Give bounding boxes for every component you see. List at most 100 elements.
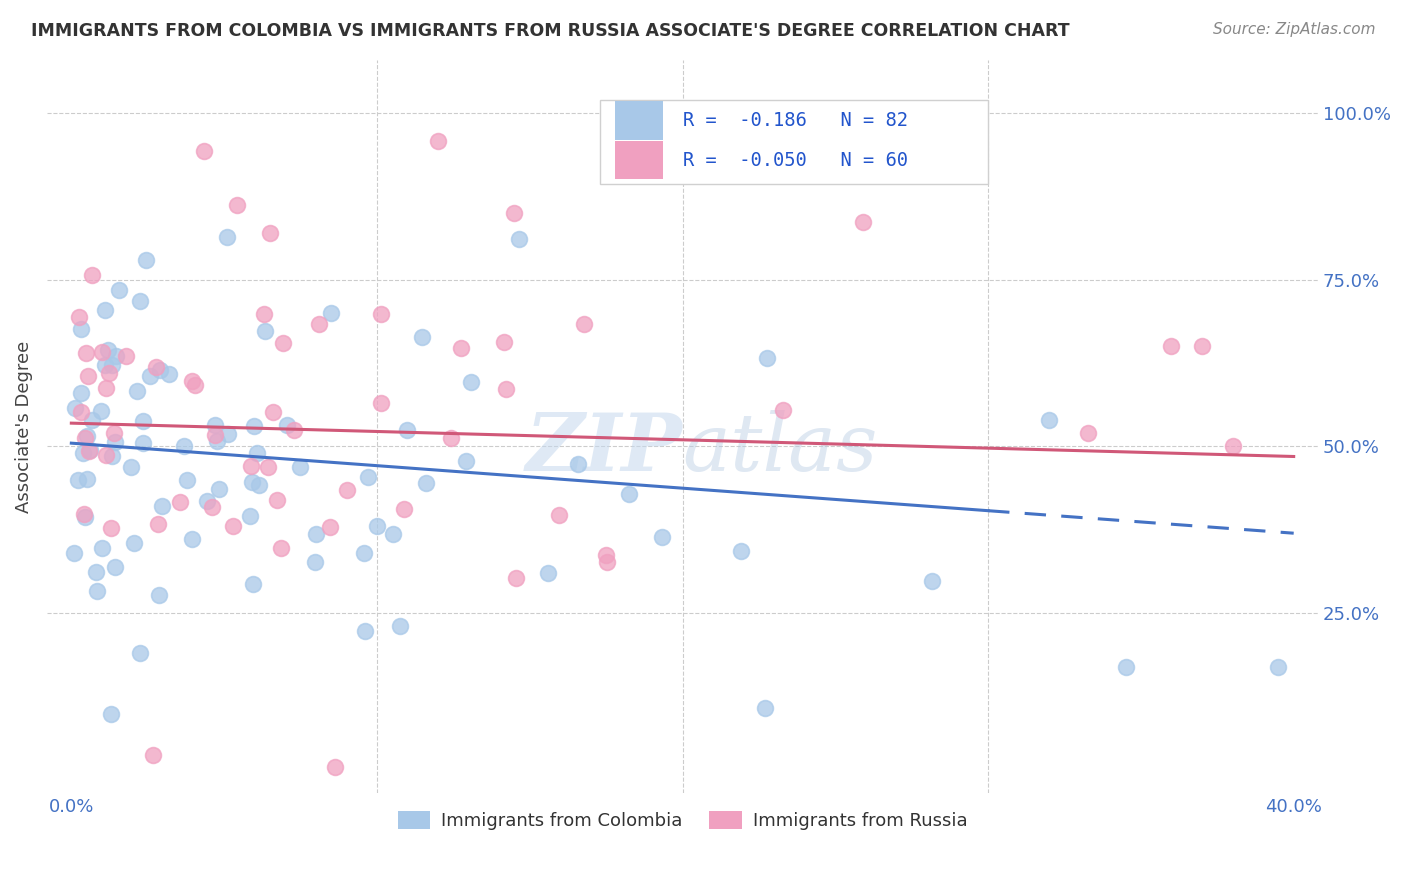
Point xyxy=(357,469,380,483)
Point xyxy=(270,541,292,555)
Point xyxy=(146,517,169,532)
Point xyxy=(262,405,284,419)
Point xyxy=(1038,413,1060,427)
Point xyxy=(392,501,415,516)
Point xyxy=(70,404,93,418)
Point xyxy=(495,382,517,396)
Point xyxy=(100,520,122,534)
Point xyxy=(69,386,91,401)
Point xyxy=(921,574,943,589)
Point xyxy=(290,459,312,474)
Point xyxy=(122,536,145,550)
Point xyxy=(1191,339,1213,353)
Point xyxy=(181,374,204,388)
Point xyxy=(370,396,392,410)
Point xyxy=(503,206,526,220)
Point xyxy=(222,518,245,533)
Point xyxy=(183,378,205,392)
Point xyxy=(204,428,226,442)
Point xyxy=(456,453,478,467)
Point xyxy=(169,495,191,509)
Point xyxy=(574,317,596,331)
Point xyxy=(193,144,215,158)
Point xyxy=(120,459,142,474)
Point xyxy=(218,426,240,441)
Point xyxy=(107,283,129,297)
Point xyxy=(353,546,375,560)
Point xyxy=(90,541,112,555)
Point xyxy=(65,401,87,415)
Point xyxy=(69,322,91,336)
Point xyxy=(104,434,127,449)
Point xyxy=(125,384,148,399)
Point xyxy=(730,544,752,558)
Point xyxy=(82,268,104,283)
Text: IMMIGRANTS FROM COLOMBIA VS IMMIGRANTS FROM RUSSIA ASSOCIATE'S DEGREE CORRELATIO: IMMIGRANTS FROM COLOMBIA VS IMMIGRANTS F… xyxy=(31,22,1070,40)
Point xyxy=(319,306,342,320)
Point xyxy=(76,345,98,359)
Point xyxy=(135,253,157,268)
Point xyxy=(67,473,90,487)
Point xyxy=(567,457,589,471)
Point xyxy=(148,363,170,377)
Point xyxy=(259,226,281,240)
Point xyxy=(239,508,262,523)
Point xyxy=(114,349,136,363)
Text: atlas: atlas xyxy=(682,409,877,487)
Point xyxy=(318,520,340,534)
FancyBboxPatch shape xyxy=(600,100,987,185)
Point xyxy=(548,508,571,522)
Point xyxy=(415,476,437,491)
Point xyxy=(157,367,180,381)
Point xyxy=(1222,440,1244,454)
Point xyxy=(86,583,108,598)
Point xyxy=(80,413,103,427)
Point xyxy=(91,345,114,359)
Point xyxy=(79,442,101,457)
Point xyxy=(100,358,122,372)
Bar xyxy=(616,141,664,179)
Point xyxy=(370,307,392,321)
Point xyxy=(145,359,167,374)
Point xyxy=(76,472,98,486)
Point xyxy=(253,307,276,321)
Point xyxy=(132,414,155,428)
Point xyxy=(176,473,198,487)
Point xyxy=(266,493,288,508)
Point xyxy=(256,460,278,475)
Point xyxy=(492,334,515,349)
Point xyxy=(336,483,359,497)
Point xyxy=(173,439,195,453)
Point xyxy=(132,435,155,450)
Point xyxy=(101,449,124,463)
Text: ZIP: ZIP xyxy=(526,409,682,487)
Point xyxy=(411,330,433,344)
Point xyxy=(77,369,100,384)
Point xyxy=(247,478,270,492)
Point xyxy=(308,318,330,332)
Point xyxy=(90,404,112,418)
Point xyxy=(595,555,617,569)
Point xyxy=(72,446,94,460)
Point xyxy=(100,707,122,722)
Bar xyxy=(616,102,664,139)
Point xyxy=(395,423,418,437)
Point xyxy=(305,527,328,541)
Point xyxy=(1115,659,1137,673)
Point xyxy=(98,366,121,380)
Point xyxy=(276,417,298,432)
Text: Source: ZipAtlas.com: Source: ZipAtlas.com xyxy=(1212,22,1375,37)
Point xyxy=(243,418,266,433)
Point xyxy=(215,230,238,244)
Point xyxy=(246,446,269,460)
Point xyxy=(142,747,165,762)
Point xyxy=(388,619,411,633)
Point xyxy=(129,294,152,309)
Point xyxy=(226,198,249,212)
Point xyxy=(96,381,118,395)
Point xyxy=(852,215,875,229)
Point xyxy=(1160,339,1182,353)
Y-axis label: Associate's Degree: Associate's Degree xyxy=(15,341,32,513)
Point xyxy=(756,351,779,365)
Point xyxy=(595,548,617,562)
